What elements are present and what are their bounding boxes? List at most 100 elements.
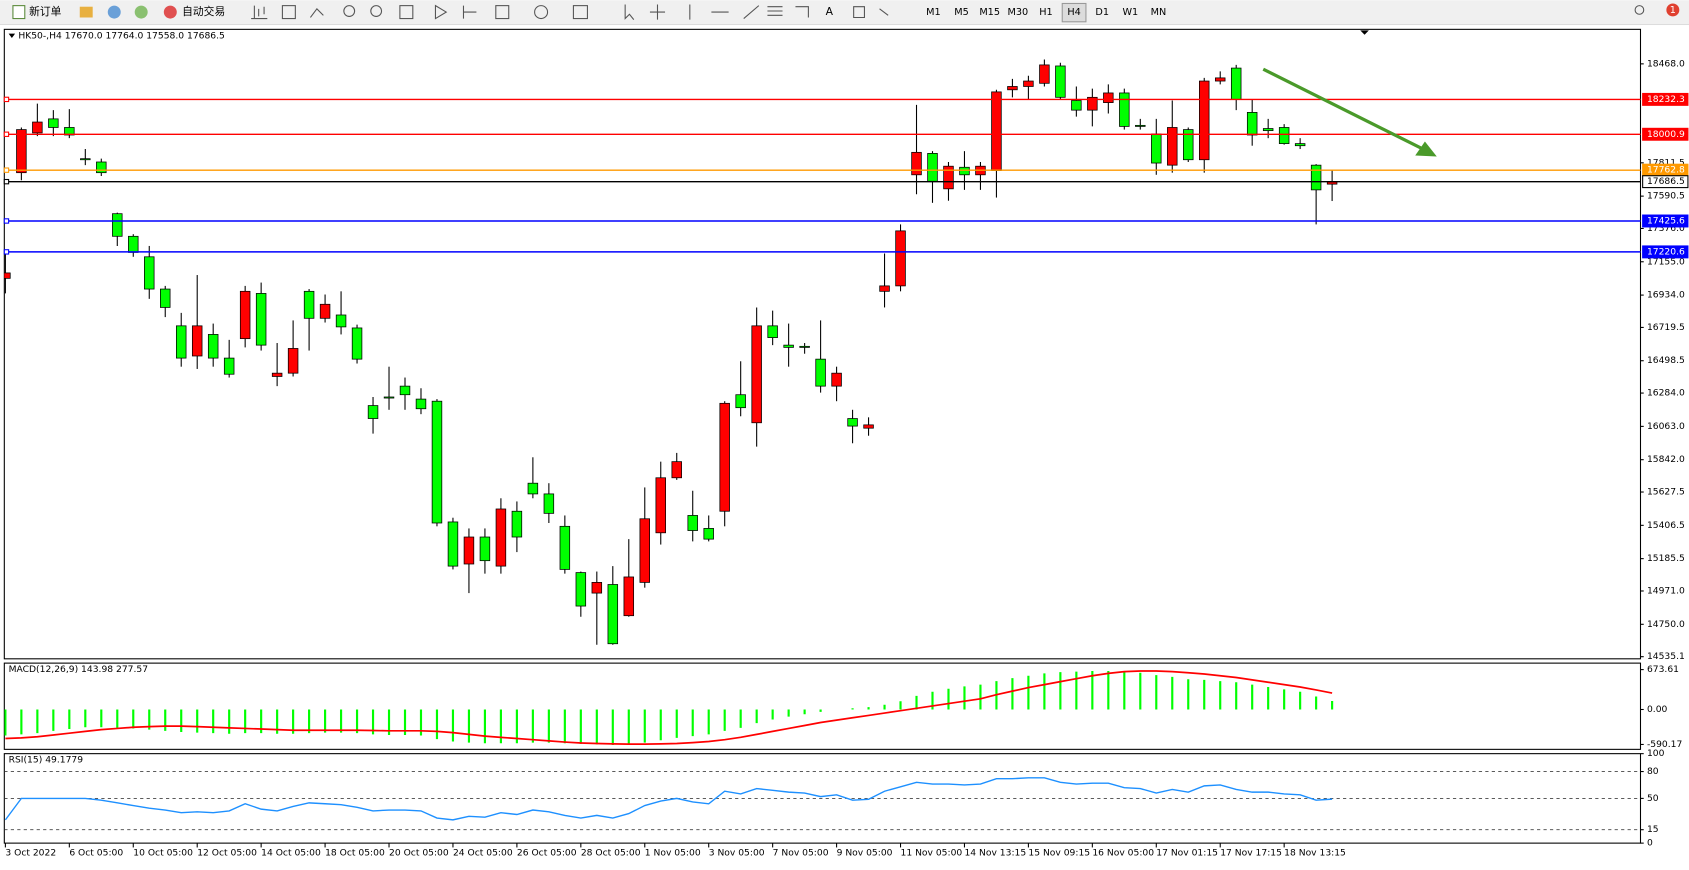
panel-title: MACD(12,26,9) 143.98 277.57 xyxy=(9,664,149,675)
candle-body xyxy=(959,166,970,176)
icon[interactable] xyxy=(853,6,889,19)
toolbar-bg xyxy=(0,0,1689,26)
candle-body xyxy=(1262,128,1274,132)
panel-plot xyxy=(4,59,1641,645)
candle-body xyxy=(1294,143,1306,147)
candle-body xyxy=(1103,92,1114,103)
icon[interactable] xyxy=(495,5,510,20)
candle-body xyxy=(1230,67,1242,100)
candle-body xyxy=(1183,129,1194,161)
y-tick-label: 17155.0 xyxy=(1647,256,1685,267)
text-tool[interactable]: A xyxy=(826,5,834,18)
icon[interactable] xyxy=(624,4,635,20)
candle-body xyxy=(479,536,491,562)
candle-body xyxy=(383,396,395,399)
timeframe-button[interactable]: W1 xyxy=(1122,7,1138,18)
y-tick-label: 15842.0 xyxy=(1647,454,1685,465)
candle-body xyxy=(1214,77,1226,82)
timeframe-button[interactable]: M1 xyxy=(926,7,941,18)
price-label: 18232.3 xyxy=(1647,94,1685,105)
signal-line xyxy=(5,670,1333,746)
y-tick-label: 15 xyxy=(1647,824,1659,835)
arrow-line xyxy=(1262,67,1424,151)
arrow-head xyxy=(1415,141,1437,157)
candle-body xyxy=(495,508,507,567)
icon[interactable] xyxy=(343,5,356,17)
y-tick-label: 16284.0 xyxy=(1647,388,1685,399)
candle-body xyxy=(64,127,75,136)
new-order-button[interactable]: 新订单 xyxy=(12,5,62,20)
x-tick-label: 14 Oct 05:00 xyxy=(261,847,321,858)
candle-body xyxy=(80,158,91,161)
icon[interactable] xyxy=(79,6,93,18)
icon[interactable] xyxy=(649,4,666,20)
candle-body xyxy=(48,118,59,128)
candle-body xyxy=(271,372,283,377)
candle-body xyxy=(895,230,906,287)
y-tick-label: 14750.0 xyxy=(1647,619,1685,630)
timeframe-button[interactable]: H1 xyxy=(1039,7,1052,18)
candle-body xyxy=(511,510,523,538)
price-label-bg xyxy=(1642,127,1689,141)
y-tick-label: 673.61 xyxy=(1647,664,1679,675)
icon[interactable] xyxy=(399,5,414,20)
icon[interactable] xyxy=(134,5,148,19)
title-marker xyxy=(8,33,16,38)
icon[interactable] xyxy=(462,5,477,19)
timeframe-button[interactable]: M30 xyxy=(1007,7,1028,18)
candle-body xyxy=(96,161,107,174)
notification-count: 1 xyxy=(1670,5,1676,16)
candle-body xyxy=(879,285,890,292)
candle-body xyxy=(399,385,411,396)
candle-body xyxy=(415,398,427,410)
timeframe-button[interactable]: M5 xyxy=(954,7,969,18)
auto-trading-button[interactable]: 自动交易 xyxy=(163,5,225,19)
icon[interactable] xyxy=(281,5,296,20)
icon[interactable] xyxy=(107,5,121,19)
new-order-label[interactable]: 新订单 xyxy=(29,5,62,18)
price-label-bg xyxy=(1642,214,1689,228)
timeframe-button[interactable]: M15 xyxy=(979,7,1000,18)
icon[interactable] xyxy=(572,5,588,20)
line-handle xyxy=(3,249,10,255)
auto-trading-label[interactable]: 自动交易 xyxy=(182,5,225,18)
candle-body xyxy=(1055,65,1066,98)
candle-body xyxy=(815,358,826,387)
candle-body xyxy=(4,272,11,279)
candle-body xyxy=(591,582,603,594)
icon[interactable] xyxy=(251,5,268,20)
x-tick-label: 15 Nov 09:15 xyxy=(1028,847,1090,858)
toolbar: 新订单 自动交易 A M1 M5 M15 M30 H1 H4 D1 xyxy=(0,0,1689,26)
y-tick-label: 16498.5 xyxy=(1647,355,1685,366)
panel-plot xyxy=(4,771,1641,831)
candle-body xyxy=(1310,164,1322,191)
candle-body xyxy=(655,477,666,534)
timeframe-button[interactable]: D1 xyxy=(1095,7,1109,18)
x-tick-label: 20 Oct 05:00 xyxy=(389,847,449,858)
icon[interactable] xyxy=(309,8,324,18)
x-tick-label: 18 Oct 05:00 xyxy=(325,847,385,858)
icon[interactable] xyxy=(434,4,448,20)
timeframe-button[interactable]: MN xyxy=(1151,7,1167,18)
y-tick-label: 17811.5 xyxy=(1647,157,1685,168)
y-tick-label: 15627.5 xyxy=(1647,487,1685,498)
candle-body xyxy=(527,482,539,495)
x-tick-label: 7 Nov 05:00 xyxy=(773,847,829,858)
candle-body xyxy=(1246,112,1258,136)
candle-body xyxy=(831,372,842,387)
price-label: 18000.9 xyxy=(1647,129,1685,140)
timeframe-button[interactable]: H4 xyxy=(1067,7,1080,18)
icon[interactable] xyxy=(370,5,383,17)
candle-body xyxy=(639,518,651,583)
candle-body xyxy=(144,256,155,290)
candle-body xyxy=(783,344,794,348)
notification-badge[interactable] xyxy=(1666,3,1680,17)
candle-body xyxy=(1087,96,1098,111)
icon[interactable] xyxy=(534,5,549,20)
candle-body xyxy=(735,394,746,409)
icon[interactable] xyxy=(689,4,809,20)
timeframes: M1 M5 M15 M30 H1 H4 D1 W1 MN xyxy=(926,2,1167,23)
x-tick-label: 24 Oct 05:00 xyxy=(453,847,513,858)
search-icon[interactable] xyxy=(1634,5,1645,15)
candle-body xyxy=(287,348,299,374)
